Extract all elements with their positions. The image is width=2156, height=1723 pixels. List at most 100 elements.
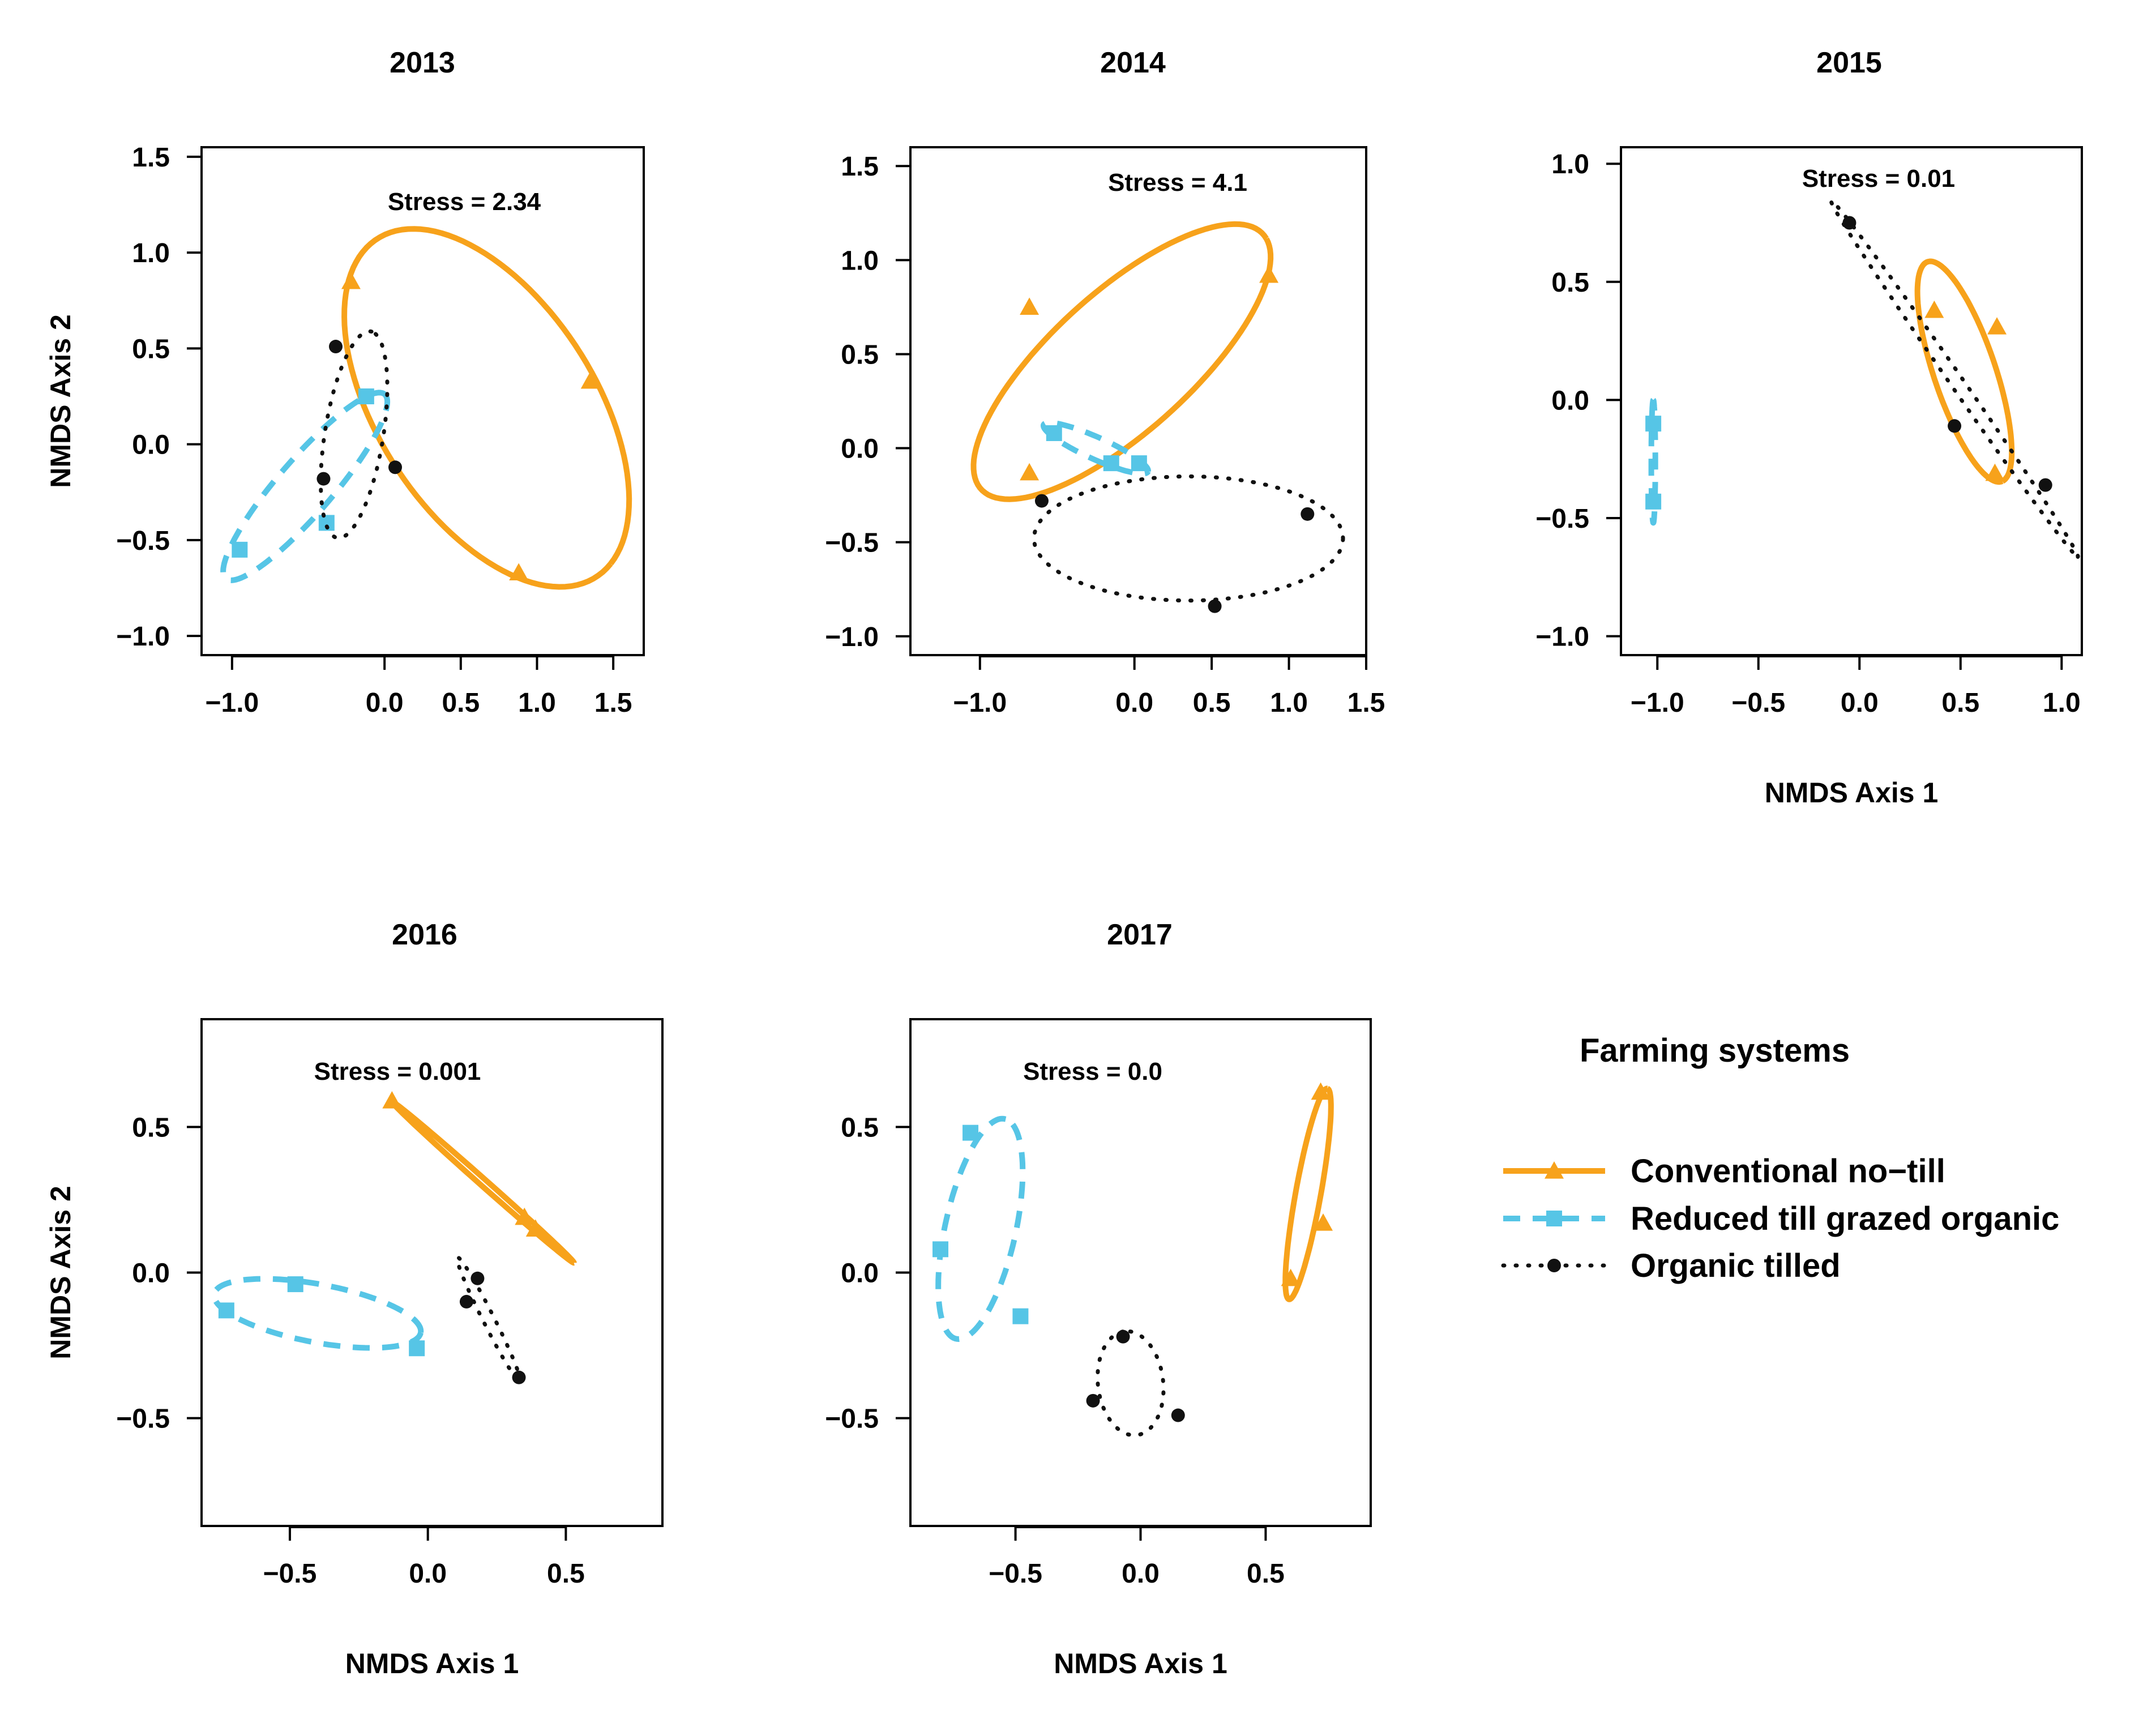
legend-label-organic: Organic tilled bbox=[1631, 1247, 1841, 1284]
y-tick-label: 0.0 bbox=[1551, 386, 1589, 416]
plot-frame bbox=[200, 146, 645, 656]
stress-label: Stress = 0.0 bbox=[1023, 1058, 1162, 1085]
point-reduced bbox=[962, 1125, 979, 1141]
legend-marker-organic bbox=[1547, 1259, 1561, 1272]
y-tick-label: 1.0 bbox=[1551, 149, 1589, 179]
point-conventional bbox=[1985, 463, 2005, 481]
y-tick-label: −1.0 bbox=[116, 622, 170, 652]
panel-2013: 2013 −1.0 0.0 0.5 1.0 1.5 −1.0 −0.5 0.0 0.5 1.0 1.5… bbox=[45, 46, 645, 718]
y-tick-label: 0.5 bbox=[132, 334, 170, 364]
data-layer bbox=[932, 1082, 1334, 1438]
x-tick-label: −0.5 bbox=[1731, 688, 1785, 718]
x-tick-label: 0.5 bbox=[547, 1559, 585, 1589]
point-organic bbox=[1034, 494, 1049, 508]
y-axis-label: NMDS Axis 2 bbox=[45, 1186, 76, 1359]
point-organic bbox=[470, 1271, 485, 1285]
x-tick-label: 0.0 bbox=[1115, 688, 1153, 718]
ellipse-organic bbox=[1096, 1329, 1166, 1438]
panel-title: 2016 bbox=[392, 918, 457, 951]
stress-label: Stress = 0.001 bbox=[314, 1058, 481, 1085]
ellipse-conventional bbox=[970, 221, 1274, 502]
point-reduced bbox=[358, 388, 374, 405]
point-organic bbox=[1842, 216, 1856, 230]
plot-frame bbox=[200, 1018, 664, 1527]
y-tick-label: 0.5 bbox=[841, 1113, 879, 1143]
y-tick-label: 0.5 bbox=[132, 1113, 170, 1143]
point-reduced bbox=[409, 1340, 425, 1357]
panel-title: 2014 bbox=[1100, 46, 1166, 79]
y-tick-label: 0.0 bbox=[132, 430, 170, 460]
point-conventional bbox=[1924, 300, 1944, 318]
ellipse-organic bbox=[455, 1255, 522, 1383]
point-conventional bbox=[1311, 1082, 1331, 1100]
panel-2015: 2015 −1.0 −0.5 0.0 0.5 1.0 −1.0 −0.5 0.0 0.5 1.0 NM… bbox=[1535, 46, 2083, 809]
y-tick-label: −1.0 bbox=[825, 622, 879, 652]
point-conventional bbox=[525, 1219, 545, 1237]
legend: Farming systems Conventional no−till Reduc… bbox=[1501, 1032, 2059, 1284]
point-reduced bbox=[218, 1302, 234, 1319]
y-tick-label: 0.0 bbox=[132, 1259, 170, 1289]
point-organic bbox=[1948, 419, 1962, 433]
point-conventional bbox=[1987, 317, 2007, 335]
x-tick-label: 0.0 bbox=[1122, 1559, 1160, 1589]
panel-2017: 2017 −0.5 0.0 0.5 −0.5 0.0 0.5 NMDS Axis 1 Stres… bbox=[825, 918, 1372, 1679]
point-reduced bbox=[1012, 1308, 1029, 1324]
panel-title: 2017 bbox=[1107, 918, 1173, 951]
x-tick-label: 1.0 bbox=[518, 688, 556, 718]
plot-frame bbox=[909, 146, 1367, 656]
point-organic bbox=[459, 1294, 473, 1309]
panel-2016: 2016 −0.5 0.0 0.5 −0.5 0.0 0.5 NMDS Axis 1 NMDS … bbox=[45, 918, 664, 1679]
y-tick-label: 0.0 bbox=[841, 434, 879, 464]
x-tick-label: −1.0 bbox=[205, 688, 259, 718]
point-reduced bbox=[1645, 416, 1662, 432]
y-axis-label: NMDS Axis 2 bbox=[45, 314, 76, 488]
point-conventional bbox=[382, 1091, 402, 1109]
y-tick-label: −0.5 bbox=[116, 1404, 170, 1434]
point-conventional bbox=[1020, 297, 1040, 315]
ellipse-reduced bbox=[211, 1276, 424, 1351]
y-tick-label: 1.0 bbox=[132, 238, 170, 268]
data-layer bbox=[220, 226, 632, 590]
point-organic bbox=[316, 472, 331, 486]
point-conventional bbox=[341, 271, 361, 289]
point-organic bbox=[1116, 1329, 1130, 1344]
x-tick-label: 0.0 bbox=[1841, 688, 1879, 718]
point-organic bbox=[2038, 478, 2052, 492]
point-conventional bbox=[580, 371, 600, 389]
x-axis-label: NMDS Axis 1 bbox=[1054, 1648, 1227, 1679]
ellipse-conventional bbox=[1282, 1085, 1334, 1302]
ellipse-conventional bbox=[341, 226, 632, 590]
x-tick-label: 0.5 bbox=[1941, 688, 1979, 718]
point-reduced bbox=[932, 1241, 949, 1258]
point-reduced bbox=[1103, 455, 1119, 472]
legend-marker-reduced bbox=[1546, 1211, 1562, 1226]
panel-title: 2013 bbox=[390, 46, 455, 79]
ellipse-organic bbox=[1032, 474, 1345, 603]
point-conventional bbox=[1020, 463, 1040, 481]
legend-title: Farming systems bbox=[1580, 1032, 1850, 1069]
y-tick-label: 1.5 bbox=[132, 143, 170, 173]
x-tick-label: 0.5 bbox=[1193, 688, 1231, 718]
point-reduced bbox=[287, 1276, 303, 1293]
stress-label: Stress = 0.01 bbox=[1802, 165, 1955, 193]
point-organic bbox=[328, 340, 343, 354]
y-tick-label: −0.5 bbox=[116, 526, 170, 556]
x-tick-label: 0.5 bbox=[1247, 1559, 1285, 1589]
x-tick-label: 1.0 bbox=[2043, 688, 2081, 718]
legend-marker-conventional bbox=[1545, 1161, 1564, 1179]
point-reduced bbox=[1046, 425, 1062, 441]
panel-title: 2015 bbox=[1816, 46, 1882, 79]
y-tick-label: 0.5 bbox=[841, 340, 879, 370]
point-organic bbox=[1086, 1393, 1100, 1408]
y-tick-label: −0.5 bbox=[1535, 504, 1589, 534]
point-organic bbox=[1301, 507, 1315, 521]
ellipse-reduced bbox=[220, 390, 391, 583]
ellipse-organic bbox=[1829, 198, 2080, 559]
point-conventional bbox=[1314, 1213, 1333, 1231]
stress-label: Stress = 2.34 bbox=[388, 188, 541, 216]
point-reduced bbox=[232, 541, 248, 558]
point-conventional bbox=[515, 1207, 534, 1225]
point-organic bbox=[1208, 599, 1222, 613]
x-tick-label: 0.0 bbox=[409, 1559, 447, 1589]
